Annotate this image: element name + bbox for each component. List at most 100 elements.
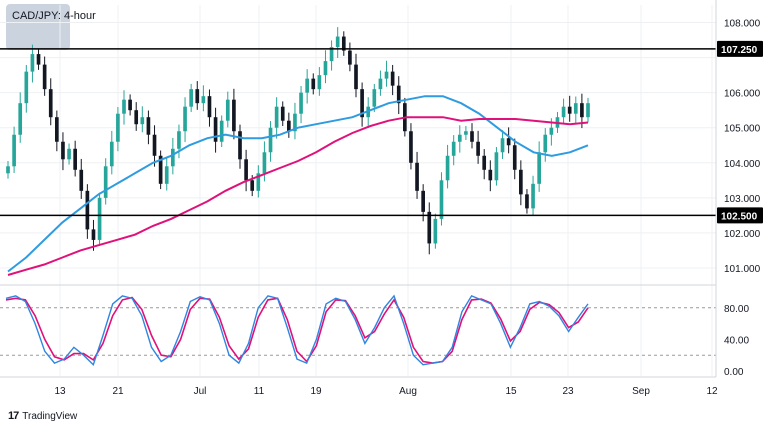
candle-body: [525, 194, 529, 209]
candle-body: [268, 127, 273, 153]
candle-body: [372, 89, 377, 107]
candle-body: [464, 131, 468, 135]
candle-body: [323, 61, 328, 76]
x-tick-label: Jul: [194, 386, 207, 397]
candle-body: [152, 134, 157, 156]
candle-body: [158, 155, 163, 184]
candle-body: [262, 152, 267, 174]
candle-body: [500, 138, 505, 153]
candle-body: [457, 134, 462, 142]
axes: 107.250 102.500 108.000 106.000 105.000 104.0…: [0, 0, 763, 397]
candle-body: [311, 78, 316, 90]
y-tick-label: 101.000: [724, 264, 761, 275]
x-tick-label: 19: [310, 386, 322, 397]
candle-body: [189, 89, 193, 107]
x-tick-label: 13: [54, 386, 66, 397]
brand-footer: 17 TradingView: [8, 410, 77, 422]
candle-body: [567, 106, 572, 114]
candle-body: [396, 85, 401, 104]
osc-y-tick-label: 80.00: [724, 304, 749, 315]
candle-body: [341, 36, 346, 51]
candle-body: [543, 134, 548, 153]
candle-body: [73, 148, 77, 170]
candle-body: [48, 89, 53, 118]
candle-body: [354, 64, 358, 90]
y-tick-label: 105.000: [724, 124, 761, 135]
candle-body: [390, 71, 395, 86]
osc-y-tick-label: 40.00: [724, 335, 749, 346]
candle-body: [36, 54, 41, 65]
candle-body: [67, 148, 71, 160]
candle-body: [427, 211, 432, 244]
candle-body: [305, 78, 309, 93]
candle-body: [97, 197, 102, 240]
candle-body: [134, 110, 139, 125]
candle-body: [519, 169, 523, 195]
candle-body: [244, 159, 248, 181]
candle-body: [451, 141, 456, 156]
candle-body: [85, 190, 90, 230]
candle-body: [103, 166, 108, 198]
candle-body: [6, 166, 10, 174]
candle-body: [250, 180, 255, 191]
stoch-d-line: [5, 296, 589, 364]
candle-body: [476, 141, 480, 156]
candle-body: [378, 78, 383, 90]
stoch-k-line: [5, 294, 589, 366]
candle-body: [293, 113, 297, 132]
candle-body: [494, 152, 499, 181]
candle-body: [384, 71, 389, 79]
candle-body: [561, 106, 566, 118]
candle-body: [335, 36, 340, 48]
y-tick-label: 108.000: [724, 19, 761, 30]
candle-body: [586, 103, 590, 118]
candle-body: [30, 54, 35, 72]
candle-body: [128, 99, 132, 111]
watermark-logo-badge: [6, 4, 70, 50]
candle-body: [470, 131, 474, 142]
candle-body: [219, 120, 224, 142]
x-tick-label: 23: [562, 386, 574, 397]
chart-title: CAD/JPY: 4-hour: [12, 10, 96, 22]
key-level-label: 107.250: [721, 45, 758, 56]
candle-body: [317, 75, 322, 90]
candle-body: [225, 99, 230, 121]
y-tick-label: 106.000: [724, 89, 761, 100]
candle-body: [531, 183, 535, 209]
sma-200-line: [7, 116, 589, 276]
x-tick-label: Sep: [632, 386, 650, 397]
brand-name: TradingView: [22, 410, 78, 422]
candle-body: [415, 162, 419, 191]
candle-body: [409, 131, 413, 163]
candle-body: [232, 99, 236, 132]
key-level-label: 102.500: [721, 211, 758, 222]
candle-body: [433, 218, 438, 244]
key-level-tag: [717, 40, 763, 57]
candle-body: [195, 89, 200, 104]
candle-body: [164, 166, 169, 184]
candle-body: [299, 92, 303, 114]
y-tick-label: 104.000: [724, 159, 761, 170]
sma-100-line: [7, 95, 589, 273]
candle-body: [512, 145, 517, 170]
candle-body: [177, 131, 181, 149]
candle-body: [122, 99, 126, 114]
candle-body: [274, 106, 279, 128]
candle-body: [287, 120, 291, 132]
x-tick-label: Aug: [399, 386, 417, 397]
candle-body: [439, 180, 444, 219]
x-tick-label: 15: [505, 386, 517, 397]
price-pane: [0, 27, 716, 276]
oscillator-pane: [0, 294, 716, 366]
grid: [0, 5, 716, 376]
x-tick-label: 12: [706, 386, 718, 397]
candle-body: [329, 47, 334, 62]
candle-body: [280, 106, 285, 121]
x-tick-label: 11: [254, 386, 265, 397]
x-tick-label: 21: [112, 386, 124, 397]
candle-body: [116, 113, 120, 142]
osc-y-tick-label: 0.00: [724, 367, 744, 378]
candle-body: [24, 71, 29, 104]
candle-body: [201, 96, 206, 104]
